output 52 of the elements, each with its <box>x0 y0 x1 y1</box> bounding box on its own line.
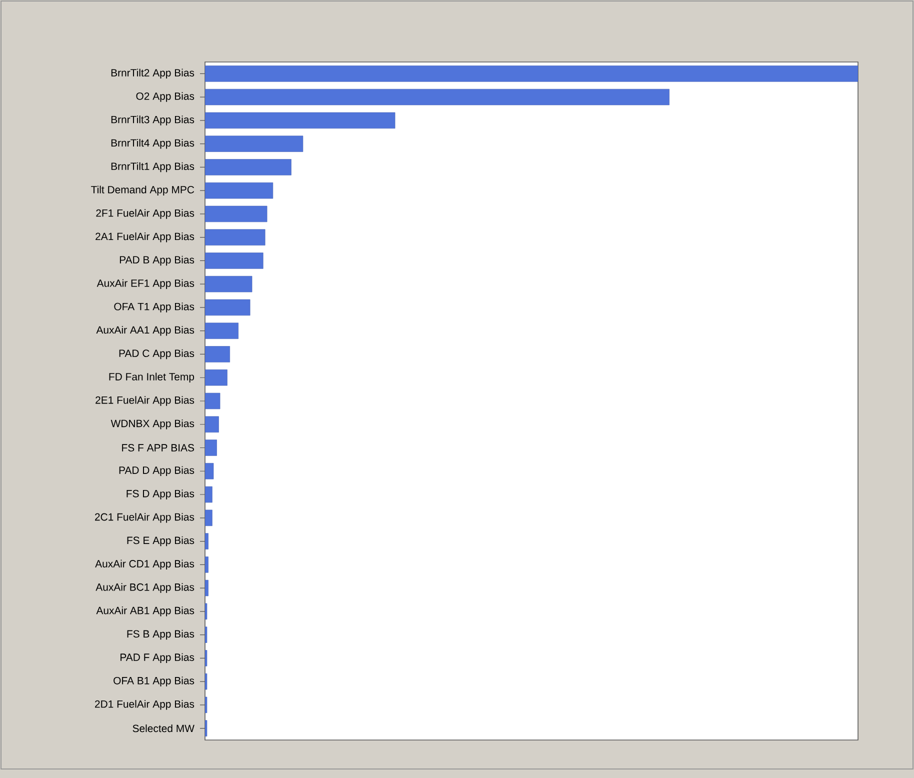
y-tick-label: BrnrTilt3 App Bias <box>111 116 194 126</box>
y-tick-label: 2E1 FuelAir App Bias <box>96 396 194 406</box>
y-tick-label: FD Fan Inlet Temp <box>109 372 194 382</box>
bar <box>205 533 208 550</box>
y-tick-label: AuxAir CD1 App Bias <box>95 560 194 570</box>
bar <box>205 486 212 503</box>
bar <box>205 580 208 596</box>
y-tick-label: BrnrTilt4 App Bias <box>111 138 194 149</box>
y-tick-label: Tilt Demand App MPC <box>91 186 194 196</box>
bar <box>205 252 264 269</box>
bar <box>205 229 266 246</box>
y-tick-label: OFA B1 App Bias <box>114 676 194 686</box>
bar <box>205 299 250 316</box>
y-tick-label: PAD D App Bias <box>119 466 194 476</box>
y-tick-label: AuxAir AA1 App Bias <box>96 326 194 336</box>
y-tick-label: 2D1 FuelAir App Bias <box>95 700 194 710</box>
bar <box>205 206 268 222</box>
y-tick-label: OFA T1 App Bias <box>114 302 194 312</box>
y-tick-label: PAD C App Bias <box>119 349 194 360</box>
y-tick-label: 2C1 FuelAir App Bias <box>95 513 194 523</box>
y-tick-label: PAD F App Bias <box>120 653 194 664</box>
bar <box>205 159 292 176</box>
y-tick-label: 2A1 FuelAir App Bias <box>96 232 194 242</box>
bar <box>205 182 274 199</box>
y-tick-label: 2F1 FuelAir App Bias <box>96 209 194 219</box>
bar <box>205 510 212 526</box>
bar <box>205 556 208 573</box>
bar <box>205 346 230 362</box>
y-tick-label: AuxAir EF1 App Bias <box>96 279 194 289</box>
bar <box>205 66 858 82</box>
bar <box>205 322 238 339</box>
y-tick-label: Selected MW <box>132 724 194 732</box>
y-tick-label: O2 App Bias <box>136 92 194 102</box>
y-tick-label: BrnrTilt1 App Bias <box>111 162 194 172</box>
bar <box>205 276 252 292</box>
y-tick-label: FS F APP BIAS <box>122 444 194 452</box>
bar <box>205 88 670 106</box>
bar <box>205 136 304 152</box>
y-tick-label: FS E App Bias <box>127 536 194 546</box>
y-tick-label: AuxAir BC1 App Bias <box>96 583 194 593</box>
bar <box>205 440 217 456</box>
bar <box>205 463 214 480</box>
y-tick-label: FS D App Bias <box>126 490 194 500</box>
y-tick-label: WDNBX App Bias <box>110 420 194 430</box>
bar <box>205 370 228 386</box>
y-tick-label: PAD B App Bias <box>120 256 194 266</box>
bar <box>205 416 219 432</box>
y-tick-label: BrnrTilt2 App Bias <box>111 68 194 79</box>
bar <box>205 112 396 129</box>
y-tick-label: AuxAir AB1 App Bias <box>96 606 194 616</box>
bar <box>205 392 220 410</box>
y-tick-label: FS B App Bias <box>127 630 194 640</box>
